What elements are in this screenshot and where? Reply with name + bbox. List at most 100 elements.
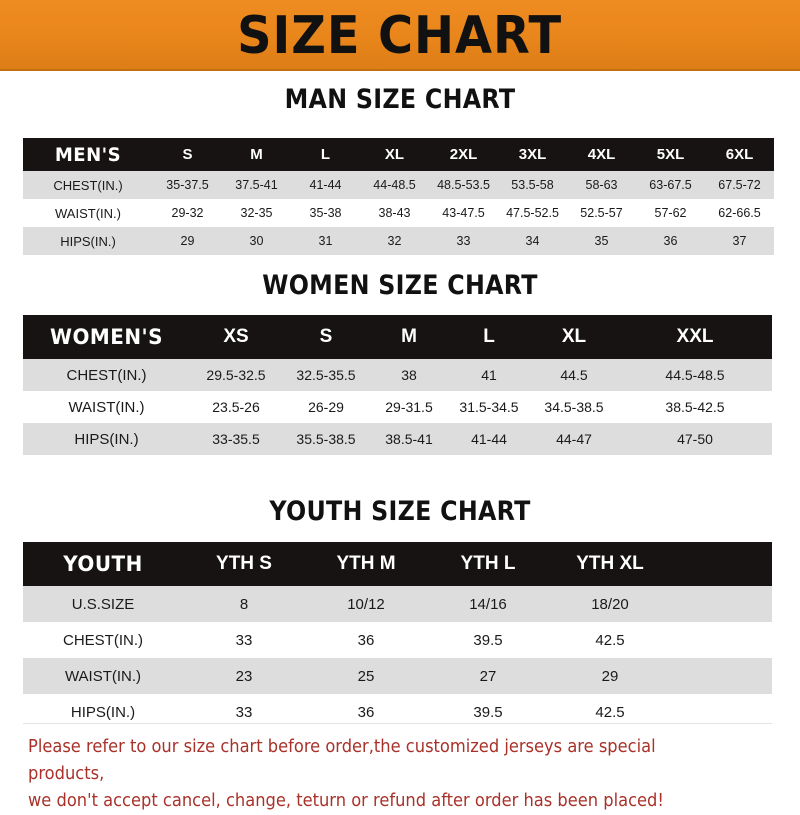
men-col-header: L — [320, 146, 331, 163]
order-policy-note: Please refer to our size chart before or… — [28, 737, 664, 812]
table-cell: 35.5-38.5 — [296, 431, 356, 447]
table-cell: 36 — [357, 631, 375, 649]
table-cell: 32-35 — [240, 206, 273, 220]
table-cell: 37 — [732, 234, 747, 248]
table-cell: 35 — [594, 234, 609, 248]
table-cell: 44-48.5 — [373, 178, 416, 192]
footer-divider — [23, 723, 772, 724]
table-row: WAIST(IN.) 23.5-26 26-29 29-31.5 31.5-34… — [23, 391, 772, 423]
youth-col-header: YTH M — [336, 553, 396, 574]
row-label: WAIST(IN.) — [64, 667, 142, 685]
table-cell: 38.5-42.5 — [665, 399, 725, 415]
table-cell: 38.5-41 — [385, 431, 433, 447]
youth-col-header: YTH L — [460, 553, 516, 574]
row-label: HIPS(IN.) — [70, 703, 136, 721]
women-col-header: XXL — [676, 326, 714, 347]
youth-table-header-row: YOUTH YTH S YTH M YTH L YTH XL — [23, 542, 772, 586]
table-cell: 31.5-34.5 — [459, 399, 519, 415]
table-cell: 23 — [235, 667, 253, 685]
table-cell: 34 — [525, 234, 540, 248]
row-label: WAIST(IN.) — [55, 205, 121, 221]
table-cell: 43-47.5 — [442, 206, 485, 220]
table-cell: 47-50 — [677, 431, 713, 447]
men-col-header: 2XL — [449, 146, 478, 163]
table-cell: 44.5 — [560, 367, 588, 383]
women-table-corner-label: WOMEN'S — [50, 325, 163, 349]
table-cell: 29 — [601, 667, 619, 685]
table-cell-spacer — [671, 658, 772, 694]
table-cell: 32 — [387, 234, 402, 248]
table-cell: 62-66.5 — [718, 206, 761, 220]
table-cell: 31 — [318, 234, 333, 248]
table-cell: 33 — [235, 631, 253, 649]
table-cell: 38 — [401, 367, 417, 383]
table-row: WAIST(IN.) 23 25 27 29 — [23, 658, 772, 694]
row-label: WAIST(IN.) — [68, 398, 145, 416]
table-cell: 29.5-32.5 — [206, 367, 266, 383]
table-cell: 8 — [239, 595, 249, 613]
youth-size-table: YOUTH YTH S YTH M YTH L YTH XL U.S.SIZE … — [23, 542, 772, 730]
men-size-table: MEN'S S M L XL 2XL 3XL 4XL 5XL 6XL CHEST… — [23, 138, 774, 255]
youth-col-header-spacer — [671, 542, 772, 586]
table-cell: 53.5-58 — [511, 178, 554, 192]
men-col-header: 4XL — [587, 146, 616, 163]
table-cell: 39.5 — [473, 703, 503, 721]
women-table-header-row: WOMEN'S XS S M L XL XXL — [23, 315, 772, 359]
table-cell-spacer — [671, 694, 772, 730]
table-cell: 36 — [357, 703, 375, 721]
table-cell: 37.5-41 — [235, 178, 278, 192]
men-table-header-row: MEN'S S M L XL 2XL 3XL 4XL 5XL 6XL — [23, 138, 774, 171]
table-cell: 47.5-52.5 — [506, 206, 559, 220]
men-col-header: XL — [384, 146, 405, 163]
table-cell: 58-63 — [585, 178, 618, 192]
table-cell: 26-29 — [308, 399, 344, 415]
table-cell: 35-38 — [309, 206, 342, 220]
women-col-header: M — [401, 326, 417, 347]
table-cell: 23.5-26 — [212, 399, 260, 415]
women-size-table: WOMEN'S XS S M L XL XXL CHEST(IN.) 29.5-… — [23, 315, 772, 455]
table-cell: 44-47 — [556, 431, 592, 447]
table-cell: 27 — [479, 667, 497, 685]
men-col-header: 3XL — [518, 146, 547, 163]
table-cell: 33-35.5 — [212, 431, 260, 447]
table-cell: 18/20 — [591, 595, 629, 613]
table-cell: 42.5 — [595, 703, 625, 721]
table-cell: 35-37.5 — [166, 178, 209, 192]
table-cell: 32.5-35.5 — [296, 367, 356, 383]
table-cell-spacer — [671, 622, 772, 658]
table-cell: 33 — [456, 234, 471, 248]
men-col-header: 5XL — [656, 146, 685, 163]
table-row: CHEST(IN.) 33 36 39.5 42.5 — [23, 622, 772, 658]
youth-col-header: YTH XL — [576, 553, 644, 574]
row-label: CHEST(IN.) — [63, 631, 143, 649]
table-cell: 67.5-72 — [718, 178, 761, 192]
row-label: CHEST(IN.) — [66, 366, 147, 384]
table-cell: 10/12 — [347, 595, 385, 613]
table-cell: 29-31.5 — [385, 399, 433, 415]
table-cell: 39.5 — [473, 631, 503, 649]
table-cell: 34.5-38.5 — [544, 399, 604, 415]
table-row: CHEST(IN.) 35-37.5 37.5-41 41-44 44-48.5… — [23, 171, 774, 199]
men-table-corner-label: MEN'S — [54, 143, 122, 166]
section-title-women: WOMEN SIZE CHART — [262, 270, 538, 301]
page-header-band: SIZE CHART — [0, 0, 800, 71]
section-title-man: MAN SIZE CHART — [284, 84, 516, 115]
table-cell-spacer — [671, 586, 772, 622]
women-col-header: S — [319, 326, 333, 347]
row-label: CHEST(IN.) — [53, 177, 123, 193]
table-cell: 41-44 — [309, 178, 342, 192]
table-cell: 41-44 — [471, 431, 507, 447]
table-row: WAIST(IN.) 29-32 32-35 35-38 38-43 43-47… — [23, 199, 774, 227]
table-cell: 29-32 — [171, 206, 204, 220]
men-col-header: M — [250, 146, 263, 163]
table-row: CHEST(IN.) 29.5-32.5 32.5-35.5 38 41 44.… — [23, 359, 772, 391]
table-cell: 48.5-53.5 — [437, 178, 490, 192]
table-row: HIPS(IN.) 33-35.5 35.5-38.5 38.5-41 41-4… — [23, 423, 772, 455]
table-cell: 29 — [180, 234, 195, 248]
women-col-header: L — [483, 326, 495, 347]
table-cell: 25 — [357, 667, 375, 685]
youth-col-header: YTH S — [216, 553, 272, 574]
section-title-youth: YOUTH SIZE CHART — [269, 496, 531, 527]
men-col-header: 6XL — [725, 146, 754, 163]
table-cell: 57-62 — [654, 206, 687, 220]
